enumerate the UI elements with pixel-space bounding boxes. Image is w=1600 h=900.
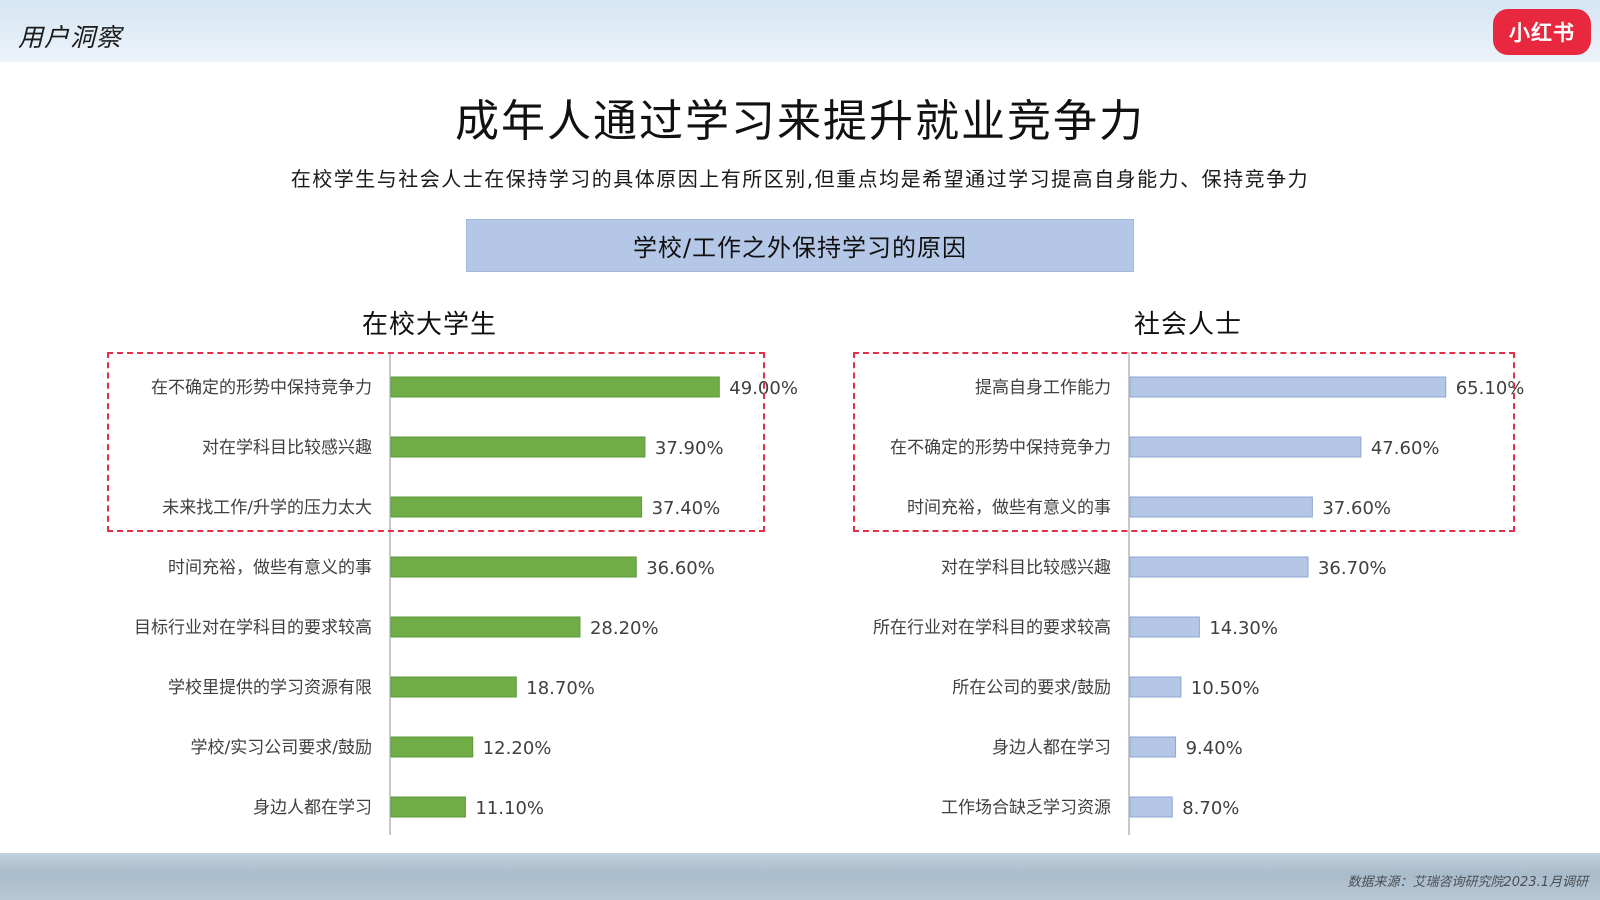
social-value-label: 9.40% — [1186, 738, 1243, 759]
highlight-box-social — [853, 352, 1515, 532]
students-bar — [390, 796, 466, 818]
students-value-label: 28.20% — [590, 618, 659, 639]
students-value-label: 12.20% — [483, 738, 552, 759]
social-category-label: 所在行业对在学科目的要求较高 — [873, 618, 1111, 638]
social-value-label: 47.60% — [1371, 438, 1440, 459]
social-bar-chart: 提高自身工作能力 65.10% 在不确定的形势中保持竞争力 47.60% 时间充裕，做些… — [873, 352, 1525, 835]
students-value-label: 37.40% — [652, 498, 721, 519]
students-value-label: 11.10% — [475, 798, 544, 819]
social-category-label: 身边人都在学习 — [992, 738, 1111, 758]
chart-title-students: 在校大学生 — [362, 310, 498, 340]
social-value-label: 14.30% — [1209, 618, 1278, 639]
social-category-label: 对在学科目比较感兴趣 — [941, 558, 1111, 578]
section-label: 用户洞察 — [18, 23, 123, 52]
students-category-label: 未来找工作/升学的压力太大 — [162, 498, 372, 518]
highlight-box-students — [107, 352, 765, 532]
students-bar — [390, 556, 637, 578]
page-title: 成年人通过学习来提升就业竞争力 — [455, 96, 1145, 147]
students-bar-chart: 在不确定的形势中保持竞争力 49.00%对在学科目比较感兴趣 37.90%未来找工作… — [134, 352, 798, 835]
students-bar — [390, 676, 517, 698]
social-bar — [1129, 796, 1173, 818]
students-bar — [390, 616, 581, 638]
students-category-label: 学校/实习公司要求/鼓励 — [191, 738, 372, 758]
social-value-label: 37.60% — [1322, 498, 1391, 519]
students-bar — [390, 436, 646, 458]
social-bar — [1129, 676, 1182, 698]
social-bar — [1129, 376, 1447, 398]
social-category-label: 提高自身工作能力 — [975, 378, 1111, 398]
students-value-label: 37.90% — [655, 438, 724, 459]
students-category-label: 时间充裕，做些有意义的事 — [168, 558, 372, 578]
students-bar — [390, 376, 720, 398]
students-value-label: 36.60% — [646, 558, 715, 579]
students-bar — [390, 736, 474, 758]
social-bar — [1129, 556, 1309, 578]
students-category-label: 对在学科目比较感兴趣 — [202, 438, 372, 458]
data-source: 数据来源：艾瑞咨询研究院2023.1月调研 — [1347, 875, 1589, 890]
students-bar — [390, 496, 643, 518]
xiaohongshu-logo: 小红书 — [1493, 9, 1591, 55]
students-category-label: 目标行业对在学科目的要求较高 — [134, 618, 372, 638]
social-value-label: 10.50% — [1191, 678, 1260, 699]
top-banner — [0, 0, 1600, 62]
social-category-label: 工作场合缺乏学习资源 — [941, 798, 1111, 818]
social-value-label: 65.10% — [1456, 378, 1525, 399]
social-category-label: 时间充裕，做些有意义的事 — [907, 498, 1111, 518]
chart-title-social: 社会人士 — [1134, 310, 1243, 340]
students-category-label: 学校里提供的学习资源有限 — [168, 678, 372, 698]
social-bar — [1129, 436, 1362, 458]
social-value-label: 36.70% — [1318, 558, 1387, 579]
students-category-label: 身边人都在学习 — [253, 798, 372, 818]
students-value-label: 18.70% — [526, 678, 595, 699]
chart-banner: 学校/工作之外保持学习的原因 — [466, 219, 1134, 272]
social-bar — [1129, 496, 1313, 518]
students-category-label: 在不确定的形势中保持竞争力 — [151, 378, 372, 398]
page-subtitle: 在校学生与社会人士在保持学习的具体原因上有所区别,但重点均是希望通过学习提高自身… — [290, 167, 1310, 191]
social-category-label: 在不确定的形势中保持竞争力 — [890, 438, 1111, 458]
social-category-label: 所在公司的要求/鼓励 — [952, 678, 1111, 698]
social-bar — [1129, 616, 1200, 638]
social-value-label: 8.70% — [1182, 798, 1239, 819]
social-bar — [1129, 736, 1177, 758]
bottom-banner — [0, 853, 1600, 900]
